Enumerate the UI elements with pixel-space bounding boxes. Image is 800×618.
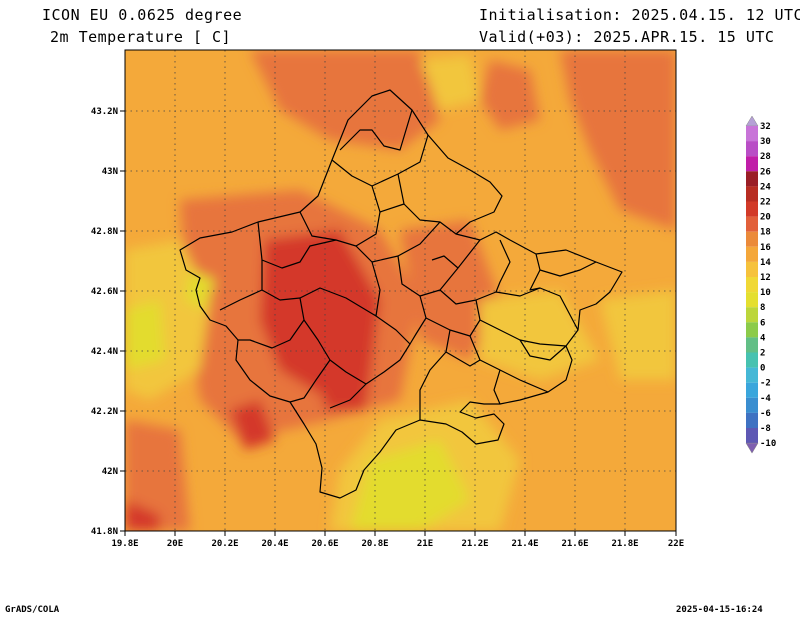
colorbar-label: -8 bbox=[760, 424, 771, 434]
x-tick-label: 20.8E bbox=[361, 539, 388, 549]
y-tick-label: 42.6N bbox=[91, 287, 118, 297]
x-tick-label: 21E bbox=[417, 539, 433, 549]
x-tick-label: 21.6E bbox=[561, 539, 588, 549]
colorbar-swatch bbox=[746, 428, 758, 444]
colorbar-swatch bbox=[746, 352, 758, 368]
country-outline bbox=[179, 89, 623, 499]
y-tick-label: 42.2N bbox=[91, 407, 118, 417]
model-title: ICON EU 0.0625 degree bbox=[42, 6, 243, 24]
valid-time: Valid(+03): 2025.APR.15. 15 UTC bbox=[479, 28, 775, 46]
init-time: Initialisation: 2025.04.15. 12 UTC bbox=[479, 6, 800, 24]
x-tick-label: 20.6E bbox=[311, 539, 338, 549]
colorbar-swatch bbox=[746, 292, 758, 308]
x-tick-label: 20.2E bbox=[211, 539, 238, 549]
colorbar-swatch bbox=[746, 231, 758, 247]
colorbar-swatch bbox=[746, 322, 758, 338]
x-tick-label: 19.8E bbox=[111, 539, 138, 549]
x-tick-labels: 19.8E 20E 20.2E 20.4E 20.6E 20.8E 21E 21… bbox=[111, 539, 684, 549]
colorbar-swatch bbox=[746, 216, 758, 232]
grid-lines bbox=[125, 50, 676, 531]
x-tick-label: 20E bbox=[167, 539, 183, 549]
axis-ticks bbox=[120, 110, 677, 536]
y-tick-labels: 43.2N 43N 42.8N 42.6N 42.4N 42.2N 42N 41… bbox=[91, 107, 118, 537]
colorbar-swatch bbox=[746, 337, 758, 353]
colorbar-swatch bbox=[746, 156, 758, 172]
colorbar-label: 24 bbox=[760, 182, 771, 192]
colorbar-label: -4 bbox=[760, 394, 771, 404]
colorbar-label: 22 bbox=[760, 198, 771, 208]
y-tick-label: 41.8N bbox=[91, 527, 118, 537]
colorbar-label: 28 bbox=[760, 152, 771, 162]
x-tick-label: 21.4E bbox=[511, 539, 538, 549]
colorbar-label: 0 bbox=[760, 364, 765, 374]
render-timestamp: 2025-04-15-16:24 bbox=[676, 605, 763, 615]
colorbar-swatch bbox=[746, 367, 758, 383]
y-tick-label: 43.2N bbox=[91, 107, 118, 117]
colorbar-swatch bbox=[746, 141, 758, 157]
colorbar-label: 14 bbox=[760, 258, 771, 268]
colorbar-label: 6 bbox=[760, 318, 765, 328]
x-tick-label: 21.2E bbox=[461, 539, 488, 549]
colorbar-swatch bbox=[746, 382, 758, 398]
colorbar-swatch bbox=[746, 397, 758, 413]
colorbar-bottom-arrow bbox=[745, 442, 759, 454]
variable-title: 2m Temperature [ C] bbox=[50, 28, 232, 46]
colorbar-swatch bbox=[746, 171, 758, 187]
colorbar-label: 10 bbox=[760, 288, 771, 298]
colorbar-label: 30 bbox=[760, 137, 771, 147]
y-tick-label: 42.4N bbox=[91, 347, 118, 357]
y-tick-label: 42.8N bbox=[91, 227, 118, 237]
x-tick-label: 20.4E bbox=[261, 539, 288, 549]
x-tick-label: 21.8E bbox=[611, 539, 638, 549]
colorbar-swatch bbox=[746, 277, 758, 293]
colorbar-swatch bbox=[746, 261, 758, 277]
y-tick-label: 43N bbox=[102, 167, 118, 177]
colorbar-label: -6 bbox=[760, 409, 771, 419]
colorbar-swatch bbox=[746, 186, 758, 202]
colorbar-label: 2 bbox=[760, 349, 765, 359]
x-tick-label: 22E bbox=[668, 539, 684, 549]
colorbar-swatch bbox=[746, 412, 758, 428]
colorbar-swatch bbox=[746, 126, 758, 142]
y-tick-label: 42N bbox=[102, 467, 118, 477]
colorbar-label: 12 bbox=[760, 273, 771, 283]
colorbar-swatch bbox=[746, 307, 758, 323]
colorbar-label: 32 bbox=[760, 122, 771, 132]
software-credit: GrADS/COLA bbox=[5, 605, 60, 615]
colorbar-label: 20 bbox=[760, 213, 771, 223]
border-lines bbox=[179, 89, 623, 499]
colorbar-swatch bbox=[746, 201, 758, 217]
colorbar-label: 16 bbox=[760, 243, 771, 253]
colorbar-label: 26 bbox=[760, 167, 771, 177]
colorbar-top-arrow bbox=[745, 115, 759, 127]
colorbar-swatch bbox=[746, 246, 758, 262]
colorbar-label: -2 bbox=[760, 379, 771, 389]
temperature-field bbox=[125, 50, 676, 531]
colorbar-label: 8 bbox=[760, 303, 765, 313]
colorbar-label: 4 bbox=[760, 333, 766, 343]
colorbar-label: 18 bbox=[760, 228, 771, 238]
colorbar-label: -10 bbox=[760, 439, 776, 449]
